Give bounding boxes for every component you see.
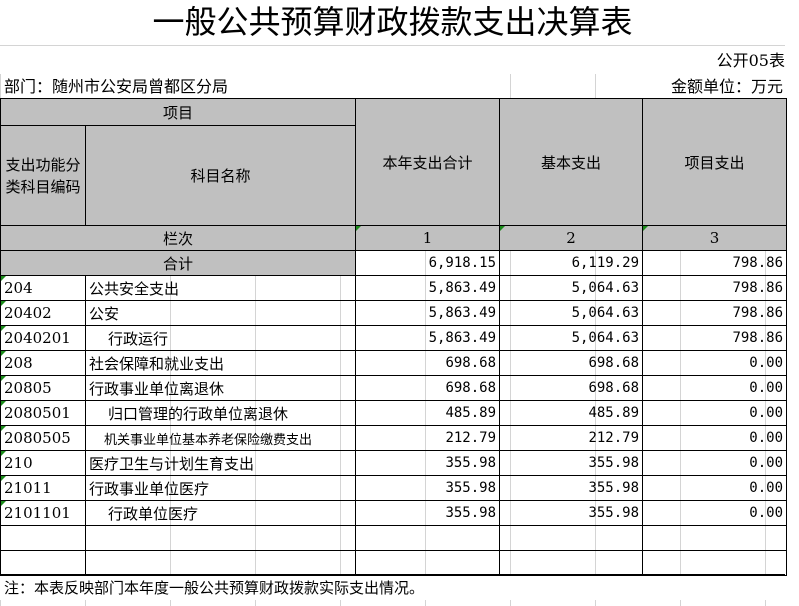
form-number: 公开05表: [0, 45, 785, 74]
department-label: 部门：随州市公安局曾都区分局: [4, 74, 504, 99]
row-basic: 355.98: [499, 500, 644, 526]
header-basic: 基本支出: [499, 98, 644, 226]
row-basic: 698.68: [499, 375, 644, 401]
row-basic: 5,064.63: [499, 325, 644, 351]
sum-total: 6,918.15: [355, 250, 501, 276]
row-basic: 5,064.63: [499, 300, 644, 326]
row-item: 0.00: [642, 350, 788, 376]
row-code: 2040201: [0, 325, 86, 351]
row-item: 0.00: [642, 500, 788, 526]
row-name: 机关事业单位基本养老保险缴费支出: [84, 425, 357, 451]
row-total: 355.98: [355, 450, 501, 476]
row-code: 20402: [0, 300, 86, 326]
row-name: 行政运行: [84, 325, 357, 351]
row-name: 公共安全支出: [84, 275, 357, 301]
row-name: 公安: [84, 300, 357, 326]
table-row: 2080501 归口管理的行政单位离退休 485.89 485.89 0.00: [0, 400, 788, 426]
row-code: 204: [0, 275, 86, 301]
table-row: 210 医疗卫生与计划生育支出 355.98 355.98 0.00: [0, 450, 788, 476]
row-item: 798.86: [642, 325, 788, 351]
empty-row: [0, 550, 788, 576]
column-number-2: 2: [499, 225, 644, 251]
row-item: 0.00: [642, 375, 788, 401]
row-code: 210: [0, 450, 86, 476]
sum-label: 合计: [0, 250, 357, 276]
row-code: 21011: [0, 475, 86, 501]
row-total: 698.68: [355, 350, 501, 376]
footnote: 注：本表反映部门本年度一般公共预算财政拨款实际支出情况。: [0, 574, 785, 600]
row-code: 2101101: [0, 500, 86, 526]
table-row: 20402 公安 5,863.49 5,064.63 798.86: [0, 300, 788, 326]
row-item: 0.00: [642, 450, 788, 476]
column-number-label: 栏次: [0, 225, 357, 251]
table-row: 2101101 行政单位医疗 355.98 355.98 0.00: [0, 500, 788, 526]
row-total: 355.98: [355, 475, 501, 501]
row-basic: 355.98: [499, 475, 644, 501]
row-item: 0.00: [642, 475, 788, 501]
row-code: 2080505: [0, 425, 86, 451]
page-title: 一般公共预算财政拨款支出决算表: [0, 0, 785, 45]
table-row: 208 社会保障和就业支出 698.68 698.68 0.00: [0, 350, 788, 376]
header-project: 项目: [0, 98, 357, 126]
sum-basic: 6,119.29: [499, 250, 644, 276]
header-name: 科目名称: [84, 125, 357, 226]
row-total: 698.68: [355, 375, 501, 401]
row-total: 5,863.49: [355, 325, 501, 351]
row-name: 归口管理的行政单位离退休: [84, 400, 357, 426]
row-name: 行政事业单位离退休: [84, 375, 357, 401]
row-name: 行政事业单位医疗: [84, 475, 357, 501]
empty-row: [0, 525, 788, 551]
row-basic: 212.79: [499, 425, 644, 451]
row-basic: 698.68: [499, 350, 644, 376]
column-number-3: 3: [642, 225, 788, 251]
header-total: 本年支出合计: [355, 98, 501, 226]
row-total: 212.79: [355, 425, 501, 451]
row-total: 485.89: [355, 400, 501, 426]
row-item: 798.86: [642, 300, 788, 326]
unit-label: 金额单位：万元: [600, 74, 783, 99]
row-code: 208: [0, 350, 86, 376]
row-code: 20805: [0, 375, 86, 401]
row-total: 5,863.49: [355, 300, 501, 326]
row-basic: 355.98: [499, 450, 644, 476]
row-name: 社会保障和就业支出: [84, 350, 357, 376]
header-code: 支出功能分类科目编码: [0, 125, 86, 226]
row-item: 0.00: [642, 425, 788, 451]
column-number-1: 1: [355, 225, 501, 251]
row-basic: 5,064.63: [499, 275, 644, 301]
table-row: 204 公共安全支出 5,863.49 5,064.63 798.86: [0, 275, 788, 301]
row-item: 0.00: [642, 400, 788, 426]
expenditure-table: 项目 本年支出合计 基本支出 项目支出 支出功能分类科目编码 科目名称 栏次 1…: [0, 98, 788, 576]
row-code: 2080501: [0, 400, 86, 426]
row-total: 355.98: [355, 500, 501, 526]
table-row: 2080505 机关事业单位基本养老保险缴费支出 212.79 212.79 0…: [0, 425, 788, 451]
sum-item: 798.86: [642, 250, 788, 276]
header-item: 项目支出: [642, 98, 788, 226]
table-row: 21011 行政事业单位医疗 355.98 355.98 0.00: [0, 475, 788, 501]
table-row: 20805 行政事业单位离退休 698.68 698.68 0.00: [0, 375, 788, 401]
table-row: 2040201 行政运行 5,863.49 5,064.63 798.86: [0, 325, 788, 351]
row-item: 798.86: [642, 275, 788, 301]
row-name: 行政单位医疗: [84, 500, 357, 526]
row-basic: 485.89: [499, 400, 644, 426]
row-name: 医疗卫生与计划生育支出: [84, 450, 357, 476]
row-total: 5,863.49: [355, 275, 501, 301]
